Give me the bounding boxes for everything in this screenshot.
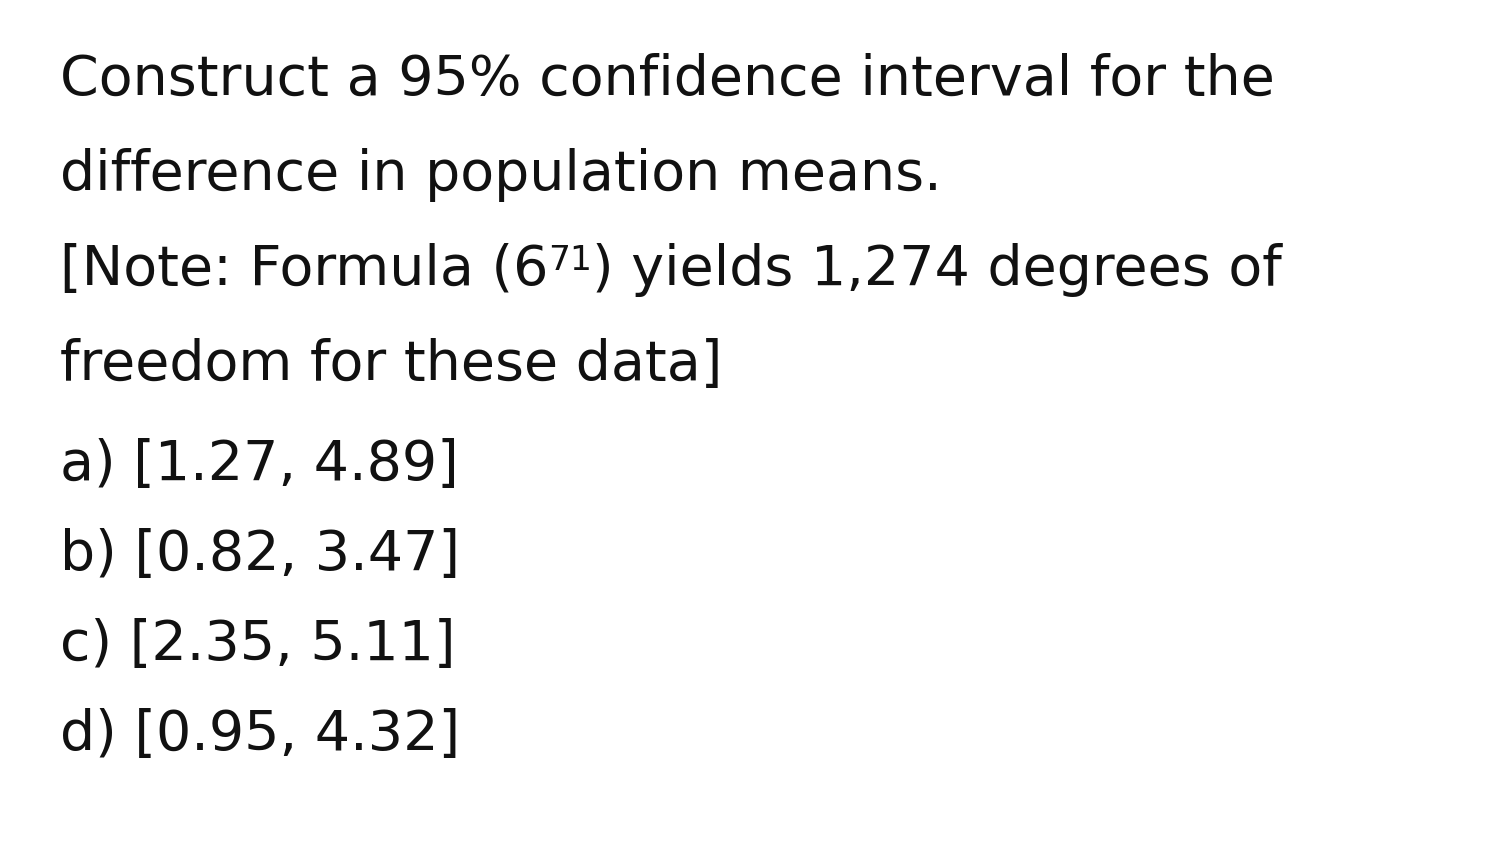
- Text: Construct a 95% confidence interval for the: Construct a 95% confidence interval for …: [60, 53, 1275, 107]
- Text: c) [2.35, 5.11]: c) [2.35, 5.11]: [60, 618, 456, 672]
- Text: ) yields 1,274 degrees of: ) yields 1,274 degrees of: [592, 243, 1282, 297]
- Text: d) [0.95, 4.32]: d) [0.95, 4.32]: [60, 708, 460, 762]
- Text: [Note: Formula (6: [Note: Formula (6: [60, 243, 549, 297]
- Text: freedom for these data]: freedom for these data]: [60, 338, 723, 392]
- Text: 71: 71: [549, 244, 592, 276]
- Text: b) [0.82, 3.47]: b) [0.82, 3.47]: [60, 528, 460, 582]
- Text: a) [1.27, 4.89]: a) [1.27, 4.89]: [60, 438, 459, 492]
- Text: difference in population means.: difference in population means.: [60, 148, 942, 202]
